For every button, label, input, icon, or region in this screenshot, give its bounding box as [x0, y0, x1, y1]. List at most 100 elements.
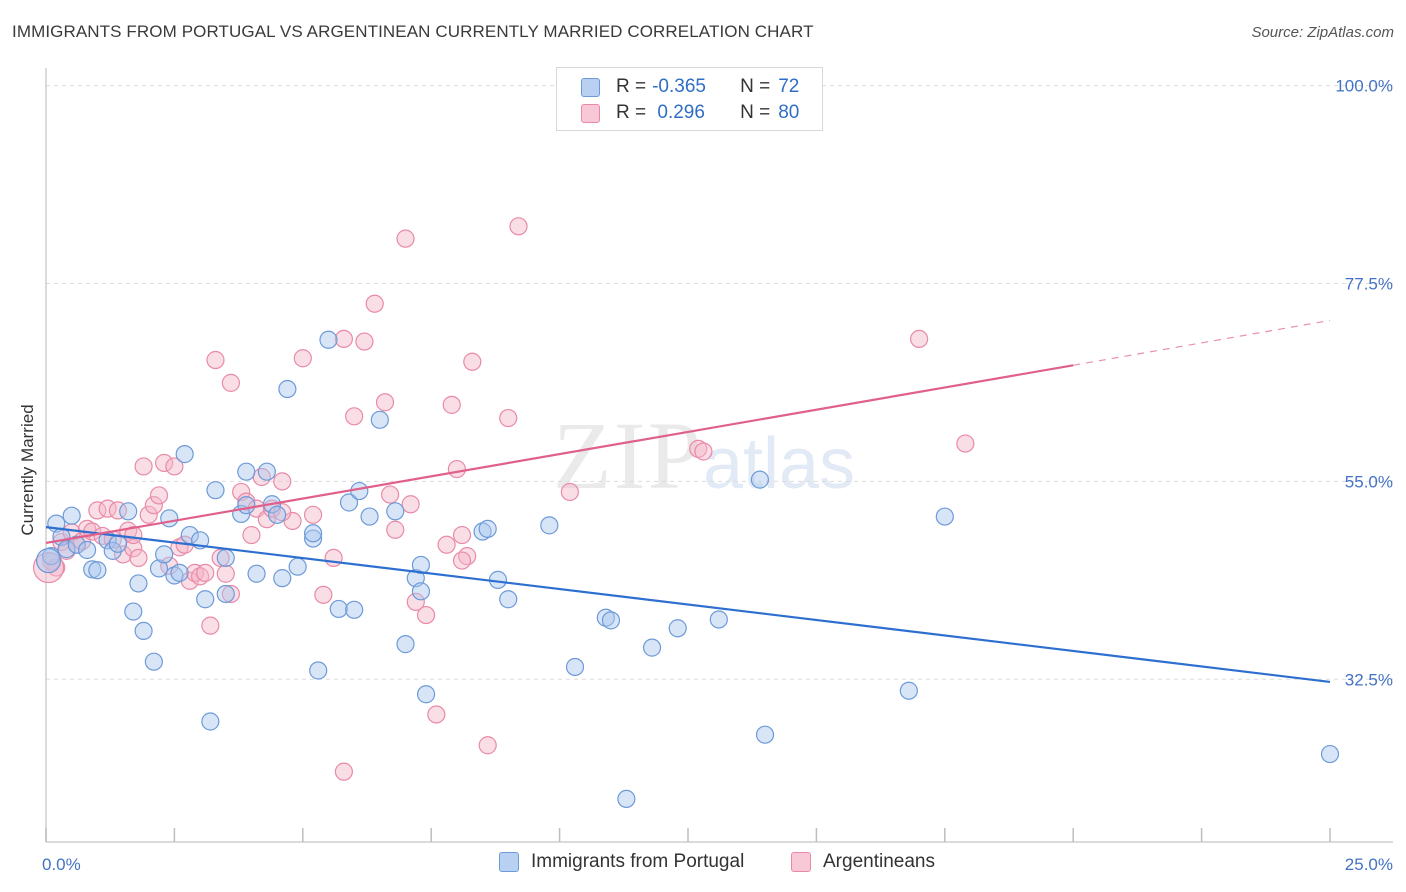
portugal-point	[62, 506, 81, 525]
portugal-point	[134, 621, 153, 641]
portugal-point	[165, 566, 184, 585]
y-tick-label: 55.0%	[1345, 472, 1393, 491]
argentineans-trend-extension	[1073, 319, 1331, 366]
series-swatch-pink	[791, 852, 811, 872]
argentineans-point	[144, 496, 163, 515]
legend-r-value: 0.296	[652, 102, 705, 123]
portugal-point	[668, 619, 687, 638]
argentineans-point	[452, 551, 472, 570]
portugal-point	[750, 470, 770, 489]
portugal-point	[416, 685, 436, 704]
argentineans-point	[427, 705, 446, 724]
argentineans-point	[694, 442, 713, 461]
portugal-point	[124, 602, 143, 621]
series-legend-argentineans[interactable]: Argentineans	[791, 851, 935, 873]
portugal-point	[196, 590, 215, 609]
argentineans-point	[381, 485, 400, 504]
argentineans-point	[345, 407, 364, 426]
portugal-point	[565, 657, 585, 677]
portugal-point	[273, 569, 292, 588]
portugal-point	[144, 652, 163, 671]
stats-legend: R = -0.365 N = 72 R = 0.296 N = 80	[556, 67, 823, 131]
series-legend-label: Argentineans	[823, 851, 935, 872]
argentineans-point	[196, 563, 215, 582]
portugal-point	[370, 410, 389, 429]
portugal-point	[57, 540, 76, 559]
chart-title: IMMIGRANTS FROM PORTUGAL VS ARGENTINEAN …	[12, 22, 814, 41]
trend-lines	[45, 319, 1331, 684]
portugal-point	[216, 584, 235, 604]
argentineans-point	[334, 329, 353, 348]
legend-n-label: N =	[740, 102, 771, 123]
portugal-point	[155, 545, 174, 564]
argentineans-point	[221, 373, 240, 392]
argentineans-point	[956, 434, 975, 453]
portugal-point	[411, 582, 431, 601]
portugal-point	[360, 507, 379, 526]
portugal-point	[160, 509, 179, 528]
legend-r-label: R =	[616, 102, 647, 123]
source-label: Source: ZipAtlas.com	[1251, 24, 1394, 41]
portugal-point	[201, 712, 220, 731]
portugal-point	[499, 590, 518, 609]
portugal-point	[1320, 744, 1340, 764]
argentineans-point	[242, 525, 261, 545]
argentineans-point	[293, 349, 312, 368]
portugal-point	[339, 493, 359, 512]
argentineans-point	[324, 548, 343, 568]
legend-n-value: 80	[778, 102, 800, 123]
y-tick-label: 77.5%	[1345, 274, 1393, 293]
portugal-point	[540, 516, 559, 535]
argentineans-point	[190, 567, 210, 586]
watermark-atlas: atlas	[703, 424, 856, 504]
argentineans-point	[355, 332, 374, 351]
portugal-point	[411, 555, 431, 575]
portugal-point	[247, 564, 266, 583]
portugal-point	[67, 535, 86, 554]
argentineans-point	[416, 605, 436, 625]
portugal-point	[755, 725, 775, 744]
portugal-point	[319, 330, 338, 349]
portugal-point	[88, 561, 107, 580]
argentineans-point	[129, 548, 148, 568]
argentineans-point	[221, 584, 240, 604]
legend-swatch-blue	[581, 77, 600, 97]
watermark: ZIPatlas	[553, 400, 855, 511]
argentineans-point	[216, 564, 235, 583]
portugal-point	[617, 789, 636, 809]
portugal-point	[478, 519, 497, 538]
legend-swatch-pink	[581, 103, 600, 123]
argentineans-point	[509, 217, 528, 236]
argentineans-point	[113, 545, 133, 564]
series-legend-portugal[interactable]: Immigrants from Portugal	[499, 851, 744, 873]
y-axis-label: Currently Married	[18, 404, 37, 535]
portugal-point	[396, 635, 415, 654]
series-legend: Immigrants from Portugal Argentineans	[0, 851, 1406, 877]
portugal-point	[303, 529, 323, 548]
argentineans-point	[139, 505, 158, 524]
argentineans-point	[375, 393, 395, 412]
portugal-point	[149, 559, 169, 578]
legend-row-argentineans: R = 0.296 N = 80	[581, 100, 799, 126]
argentineans-point	[689, 439, 708, 458]
watermark-zip: ZIP	[553, 402, 703, 509]
portugal-point	[129, 574, 148, 593]
portugal-points	[35, 330, 1340, 809]
argentineans-point	[365, 294, 384, 313]
argentineans-point	[386, 520, 405, 539]
legend-r-label: R =	[616, 76, 647, 97]
portugal-point	[119, 502, 138, 521]
portugal-point	[935, 507, 954, 526]
portugal-point	[309, 661, 328, 680]
portugal-point	[601, 611, 621, 630]
portugal-point	[170, 563, 189, 582]
portugal-point	[216, 548, 235, 568]
portugal-point	[175, 445, 194, 464]
argentineans-point	[463, 352, 482, 371]
tick-labels: 32.5% 55.0% 77.5% 100.0% 0.0% 25.0% Currently …	[18, 77, 1393, 874]
legend-n-value: 72	[778, 76, 800, 97]
axes	[45, 68, 1393, 843]
legend-n-label: N =	[740, 76, 771, 97]
portugal-point	[345, 600, 364, 619]
